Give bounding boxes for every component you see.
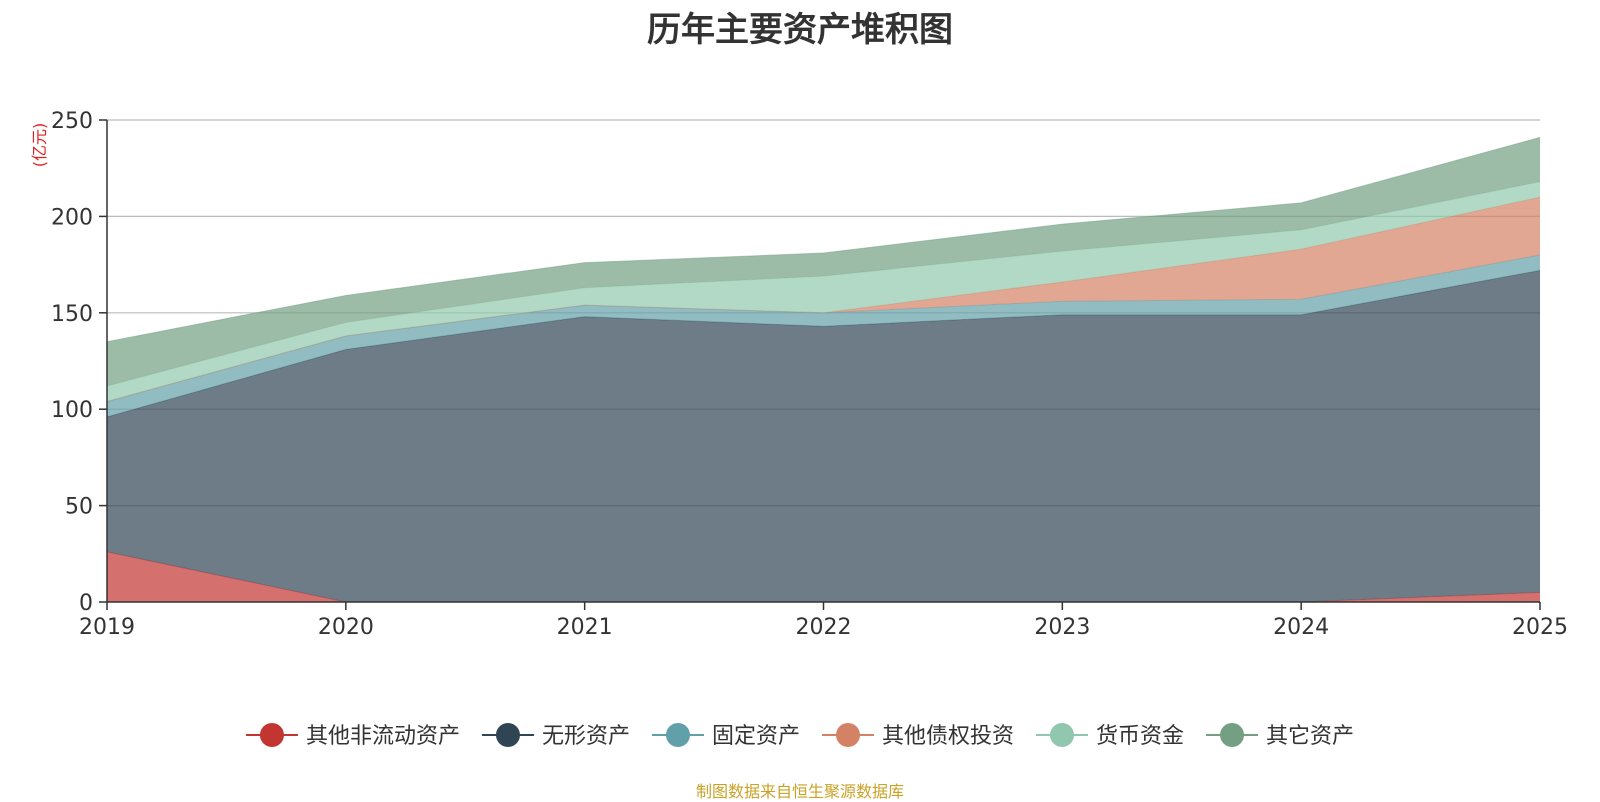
area-series-2 <box>107 254 1540 417</box>
source-note: 制图数据来自恒生聚源数据库 <box>695 782 904 801</box>
legend-label-2: 固定资产 <box>712 724 800 749</box>
area-series-5 <box>107 137 1540 387</box>
area-layer <box>106 136 1541 603</box>
area-series-4 <box>107 181 1540 402</box>
x-tick-label-2021: 2021 <box>557 615 613 640</box>
legend-marker-5 <box>1220 723 1245 747</box>
legend-marker-2 <box>665 723 690 747</box>
legend-item-3[interactable]: 其他债权投资 <box>822 723 1014 749</box>
x-tick-label-2020: 2020 <box>318 615 374 640</box>
y-tick-label-0: 0 <box>79 591 93 616</box>
area-series-0 <box>107 551 1540 602</box>
legend-marker-3 <box>836 723 860 747</box>
x-tick-label-2022: 2022 <box>796 615 852 640</box>
legend-label-1: 无形资产 <box>542 724 630 749</box>
legend-marker-4 <box>1050 723 1075 747</box>
legend-label-4: 货币资金 <box>1096 724 1184 749</box>
y-tick-label-250: 250 <box>51 109 93 134</box>
area-series-1 <box>107 270 1540 602</box>
y-tick-label-100: 100 <box>51 398 93 423</box>
x-tick-label-2019: 2019 <box>79 615 135 640</box>
axis-layer: 0 50 100 150 200 250 2019 2020 2021 2022 2023 2024 2… <box>30 109 1568 640</box>
chart-title: 历年主要资产堆积图 <box>647 10 953 50</box>
x-tick-label-2024: 2024 <box>1273 615 1329 640</box>
x-tick-label-2023: 2023 <box>1034 615 1090 640</box>
y-axis-unit-label: (亿元) <box>30 123 49 168</box>
y-tick-label-50: 50 <box>65 495 93 520</box>
y-tick-label-200: 200 <box>51 205 93 230</box>
legend-item-1[interactable]: 无形资产 <box>481 723 630 749</box>
legend-label-0: 其他非流动资产 <box>306 724 460 749</box>
legend-item-2[interactable]: 固定资产 <box>651 723 800 749</box>
line-series-5 <box>106 136 1541 343</box>
legend-marker-1 <box>495 723 520 747</box>
legend-item-5[interactable]: 其它资产 <box>1206 723 1354 749</box>
legend-item-4[interactable]: 货币资金 <box>1036 723 1184 749</box>
legend-item-0[interactable]: 其他非流动资产 <box>245 723 460 749</box>
legend-label-3: 其他债权投资 <box>882 724 1014 749</box>
legend-marker-0 <box>259 723 284 747</box>
x-tick-label-2025: 2025 <box>1512 615 1568 640</box>
legend-label-5: 其它资产 <box>1266 724 1354 749</box>
y-tick-label-150: 150 <box>51 302 93 327</box>
legend: 其他非流动资产 无形资产 固定资产 其他债权投资 货币资金 其它资产 <box>245 723 1354 749</box>
area-series-3 <box>107 197 1540 402</box>
